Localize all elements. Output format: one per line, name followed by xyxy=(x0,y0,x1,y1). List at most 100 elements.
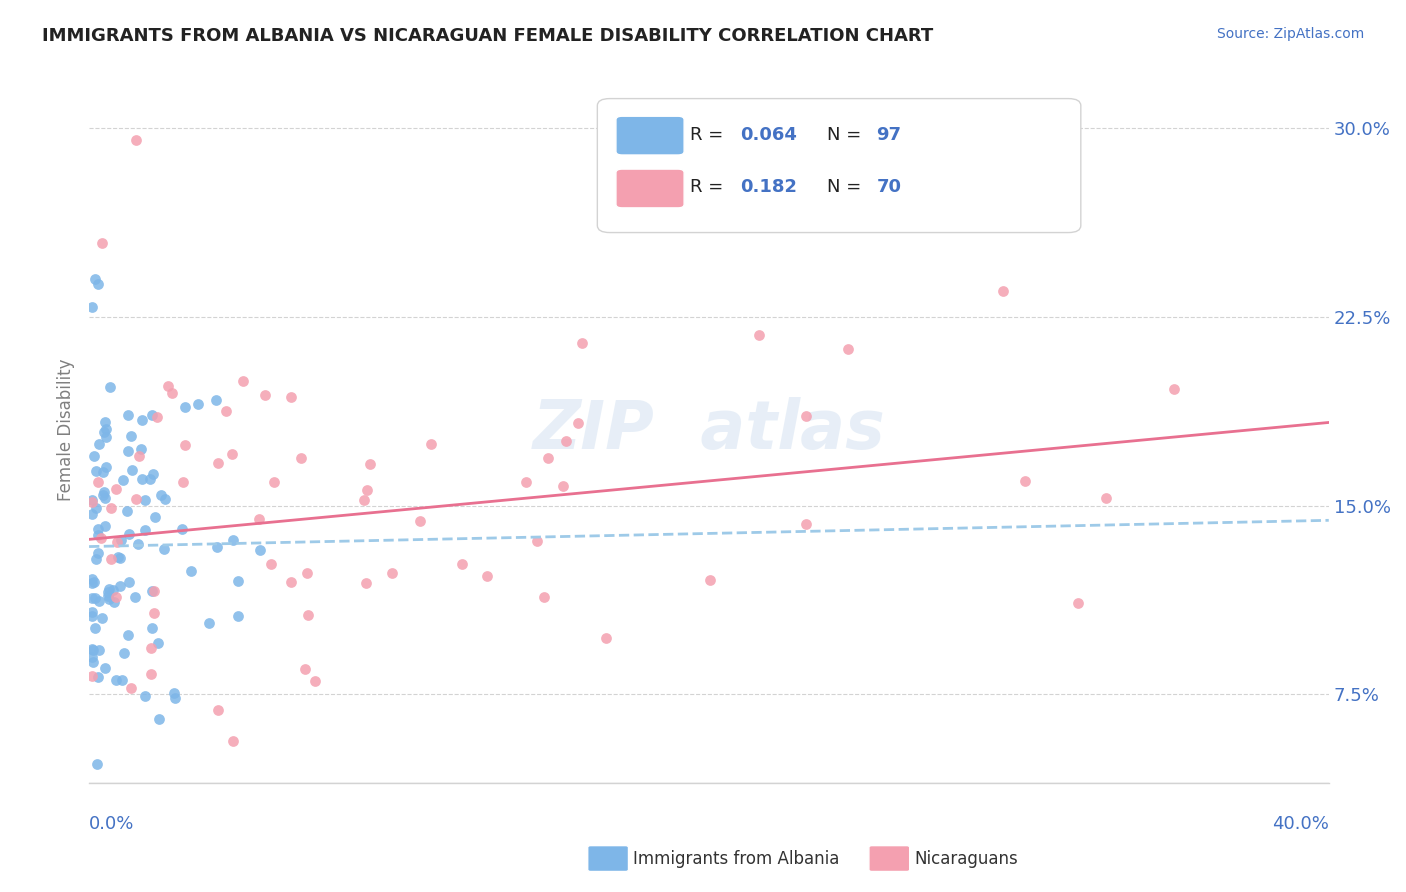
Point xyxy=(263,475,285,489)
Point xyxy=(82,608,104,623)
Point xyxy=(356,483,378,497)
Point xyxy=(595,632,617,646)
Point xyxy=(82,576,104,591)
Point xyxy=(207,456,229,470)
Point xyxy=(117,503,139,517)
Point xyxy=(567,416,589,430)
Point xyxy=(84,272,107,286)
Point xyxy=(82,655,104,669)
Point xyxy=(134,493,156,508)
Point xyxy=(91,488,114,502)
Point xyxy=(82,591,104,605)
Point xyxy=(297,608,319,623)
Point xyxy=(381,566,404,580)
Point xyxy=(103,595,125,609)
Text: 40.0%: 40.0% xyxy=(1272,815,1329,833)
Text: ZIP  atlas: ZIP atlas xyxy=(533,397,886,463)
Point xyxy=(83,449,105,463)
Point xyxy=(214,403,236,417)
Point xyxy=(112,646,135,660)
Point xyxy=(117,444,139,458)
Point xyxy=(87,277,110,291)
Point xyxy=(1163,382,1185,396)
Point xyxy=(97,585,120,599)
Point xyxy=(82,642,104,657)
Point xyxy=(100,500,122,515)
Point xyxy=(134,524,156,538)
Point xyxy=(93,415,115,429)
Point xyxy=(110,551,132,566)
Point xyxy=(180,565,202,579)
Point xyxy=(141,584,163,599)
Point xyxy=(83,621,105,635)
Point xyxy=(128,450,150,464)
Point xyxy=(232,374,254,388)
Point xyxy=(94,491,117,505)
Point xyxy=(94,459,117,474)
Point xyxy=(87,643,110,657)
Point xyxy=(82,572,104,586)
Point xyxy=(207,540,229,554)
Point xyxy=(409,515,432,529)
Point xyxy=(153,492,176,507)
Point xyxy=(359,457,381,471)
Point xyxy=(127,537,149,551)
Point xyxy=(150,487,173,501)
Point xyxy=(555,434,578,449)
Point xyxy=(104,818,127,832)
Point xyxy=(83,575,105,590)
Point xyxy=(124,133,146,147)
Point xyxy=(82,643,104,657)
Point xyxy=(82,495,104,509)
Text: Nicaraguans: Nicaraguans xyxy=(914,850,1018,868)
Point xyxy=(204,393,226,408)
Point xyxy=(110,533,132,547)
Point xyxy=(174,401,197,415)
Point xyxy=(125,492,148,507)
Point xyxy=(96,422,118,436)
Point xyxy=(100,552,122,566)
Point xyxy=(101,582,124,597)
Point xyxy=(131,442,153,456)
Point xyxy=(139,471,162,485)
Point xyxy=(794,409,817,423)
Point xyxy=(794,516,817,531)
Point xyxy=(142,583,165,598)
Point xyxy=(93,661,115,675)
Point xyxy=(571,336,593,351)
Point xyxy=(143,509,166,524)
Point xyxy=(187,397,209,411)
Point xyxy=(280,390,302,404)
Point xyxy=(105,483,128,497)
Point xyxy=(221,447,243,461)
Point xyxy=(450,557,472,571)
Point xyxy=(124,590,146,604)
Point xyxy=(170,523,193,537)
Point xyxy=(353,493,375,508)
Point xyxy=(163,691,186,706)
Point xyxy=(228,574,250,588)
Text: R =: R = xyxy=(690,127,730,145)
Point xyxy=(118,527,141,541)
Point xyxy=(537,450,560,465)
Point xyxy=(87,475,110,490)
Point xyxy=(120,681,142,695)
Point xyxy=(477,568,499,582)
Point xyxy=(82,507,104,521)
Point xyxy=(111,673,134,687)
Point xyxy=(253,388,276,402)
Point xyxy=(84,552,107,566)
Y-axis label: Female Disability: Female Disability xyxy=(58,359,75,501)
Point xyxy=(748,328,770,343)
Point xyxy=(98,380,121,394)
Point xyxy=(1067,596,1090,610)
Point xyxy=(222,733,245,747)
Point xyxy=(141,408,163,422)
Point xyxy=(107,550,129,565)
Point xyxy=(134,689,156,703)
Point xyxy=(90,611,112,625)
Point xyxy=(93,425,115,439)
Point xyxy=(295,566,318,580)
Point xyxy=(105,535,128,549)
Point xyxy=(419,437,441,451)
